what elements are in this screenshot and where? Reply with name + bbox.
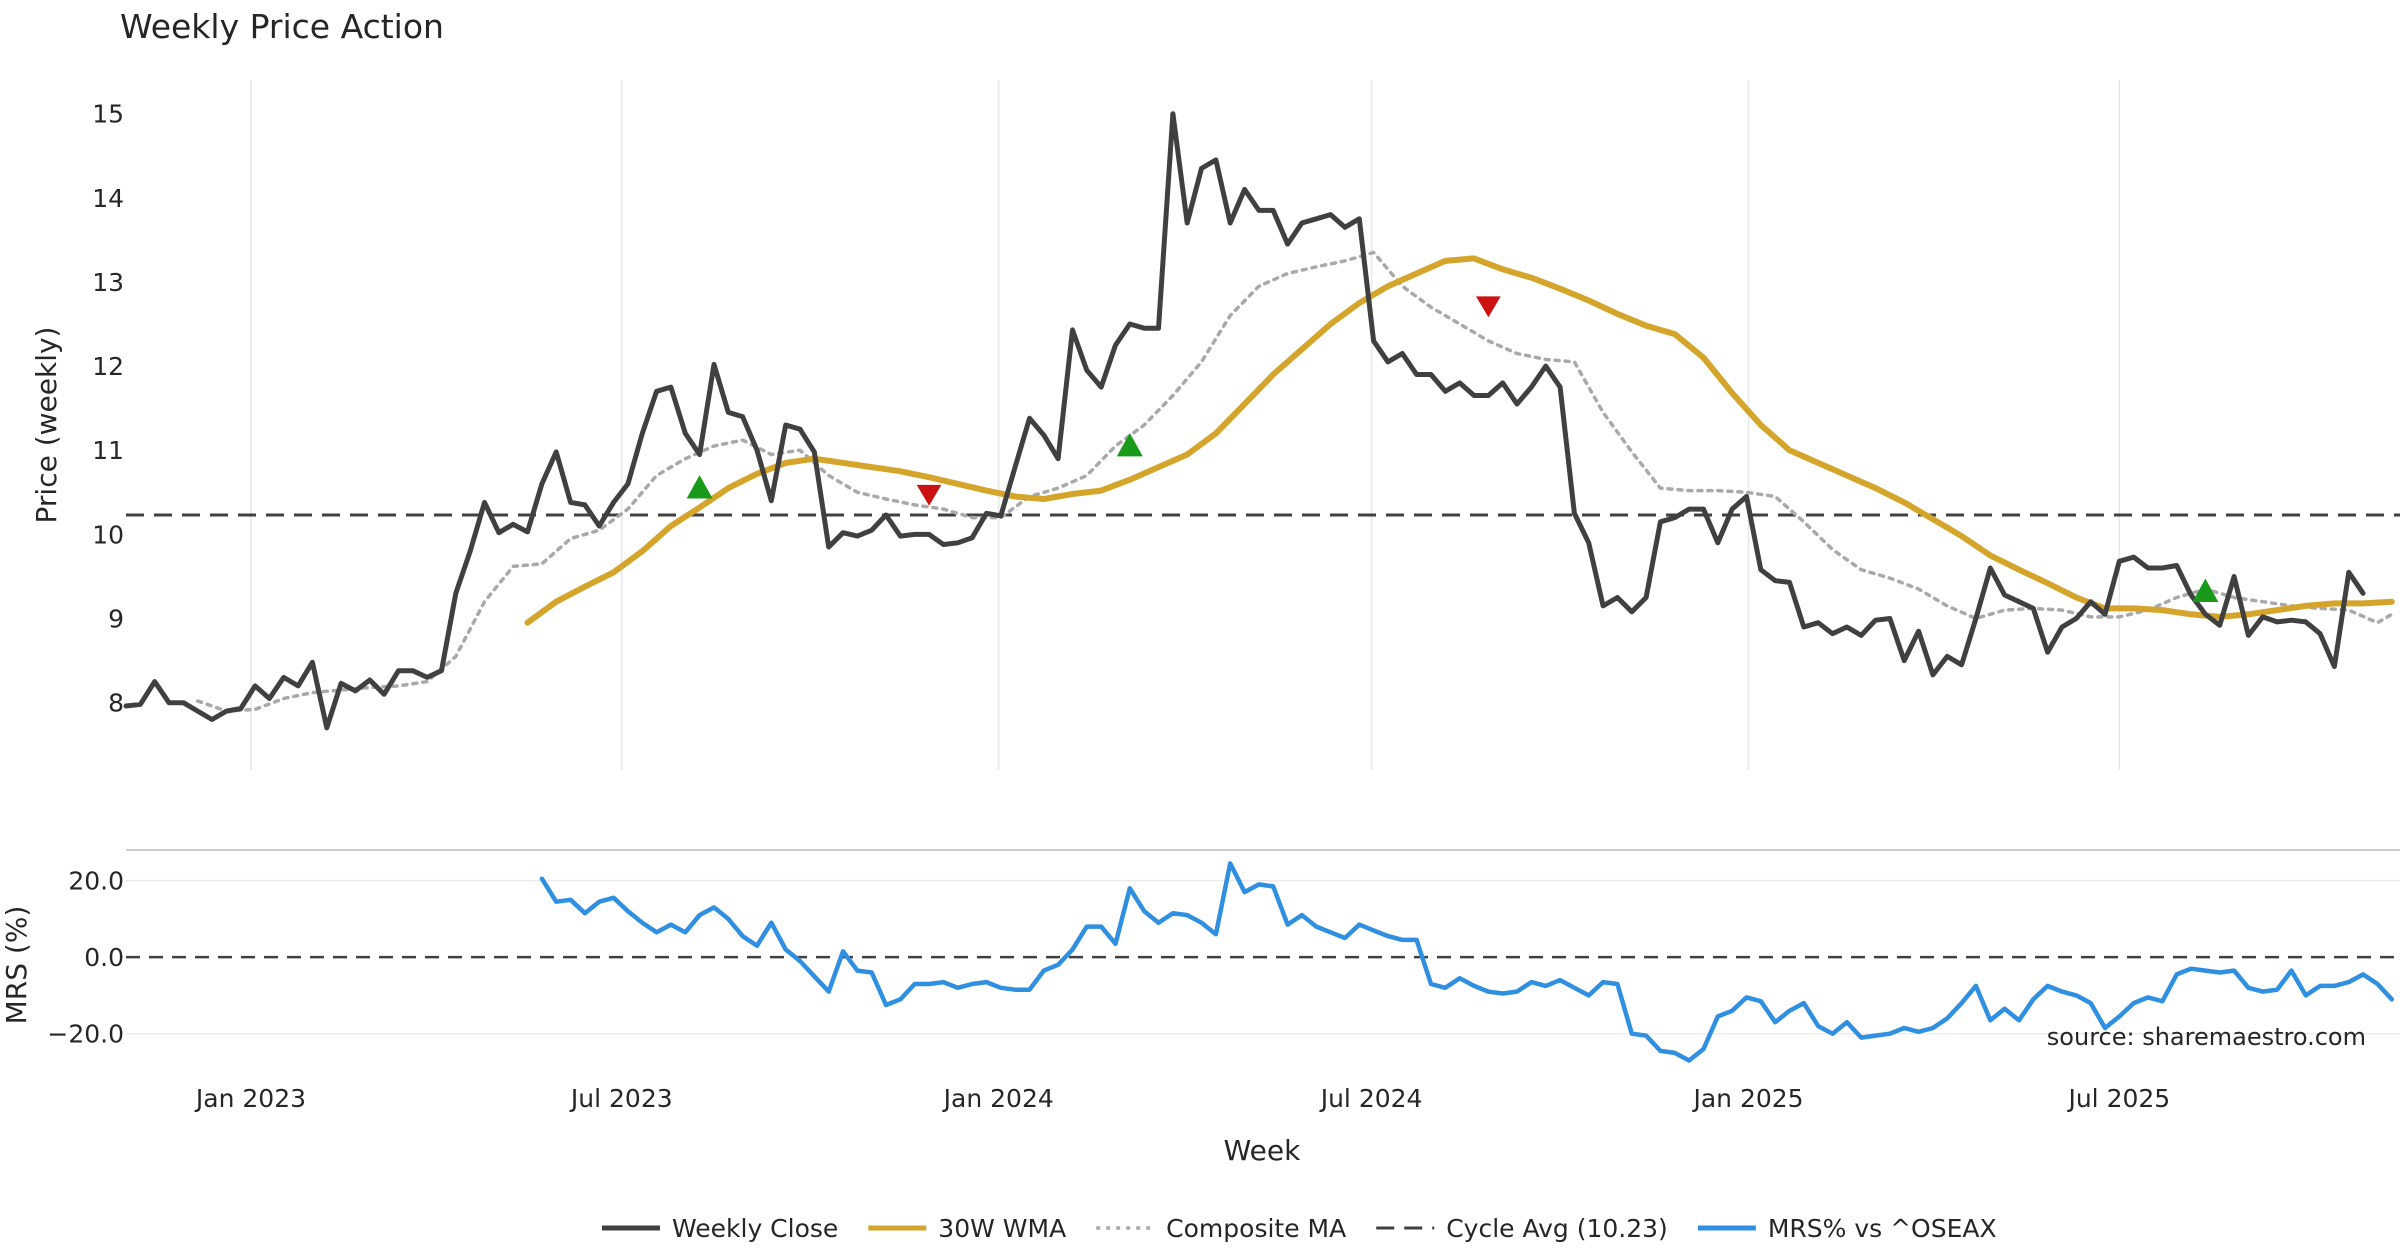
mrs-y-tick-label: −20.0 [47, 1020, 124, 1049]
price-y-tick-label: 12 [92, 352, 124, 381]
mrs-panel: 20.0 0.0 −20.0 [47, 849, 2400, 1063]
price-y-tick-label: 8 [108, 689, 124, 718]
legend-entry-label: Composite MA [1166, 1214, 1346, 1243]
x-axis-label: Week [1224, 1134, 1301, 1167]
legend-entry-label: 30W WMA [938, 1214, 1066, 1243]
x-tick-label: Jan 2024 [942, 1084, 1054, 1113]
legend-entry-label: Cycle Avg (10.23) [1446, 1214, 1668, 1243]
series-line-composite-ma [195, 250, 2394, 713]
x-tick-label: Jan 2025 [1691, 1084, 1803, 1113]
price-y-tick-label: 9 [108, 605, 124, 634]
price-y-tick-label: 15 [92, 100, 124, 129]
legend: Weekly Close 30W WMA Composite MA Cycle Avg… [602, 1214, 1997, 1243]
mrs-y-tick-label: 20.0 [68, 867, 124, 896]
price-y-tick-label: 11 [92, 436, 124, 465]
price-panel: 8 9 10 11 12 13 14 15 [92, 80, 2400, 770]
x-tick-label: Jul 2025 [2066, 1084, 2170, 1113]
series-line-mrs-vs-oseax [539, 861, 2395, 1063]
price-y-tick-label: 14 [92, 184, 124, 213]
series-line-30w-wma [524, 255, 2395, 626]
x-axis: Jan 2023 Jul 2023 Jan 2024 Jul 2024 Jan 2025… [194, 1084, 2170, 1113]
mrs-y-axis-label: MRS (%) [0, 906, 33, 1025]
buy-signal-marker [1116, 433, 1143, 457]
series-line-weekly-close [123, 111, 2366, 731]
source-note: source: sharemaestro.com [2047, 1023, 2366, 1051]
legend-entry-label: Weekly Close [672, 1214, 838, 1243]
x-tick-label: Jan 2023 [194, 1084, 306, 1113]
sell-signal-marker [1476, 296, 1501, 318]
mrs-y-tick-label: 0.0 [84, 943, 124, 972]
buy-signal-marker [2192, 578, 2219, 602]
chart-title: Weekly Price Action [120, 7, 444, 46]
sell-signal-marker [916, 484, 942, 506]
price-y-axis-label: Price (weekly) [30, 327, 63, 524]
buy-signal-marker [686, 475, 713, 499]
price-y-tick-label: 10 [92, 520, 124, 549]
x-tick-label: Jul 2024 [1319, 1084, 1423, 1113]
x-tick-label: Jul 2023 [569, 1084, 673, 1113]
legend-entry-label: MRS% vs ^OSEAX [1768, 1214, 1997, 1243]
price-y-tick-label: 13 [92, 268, 124, 297]
